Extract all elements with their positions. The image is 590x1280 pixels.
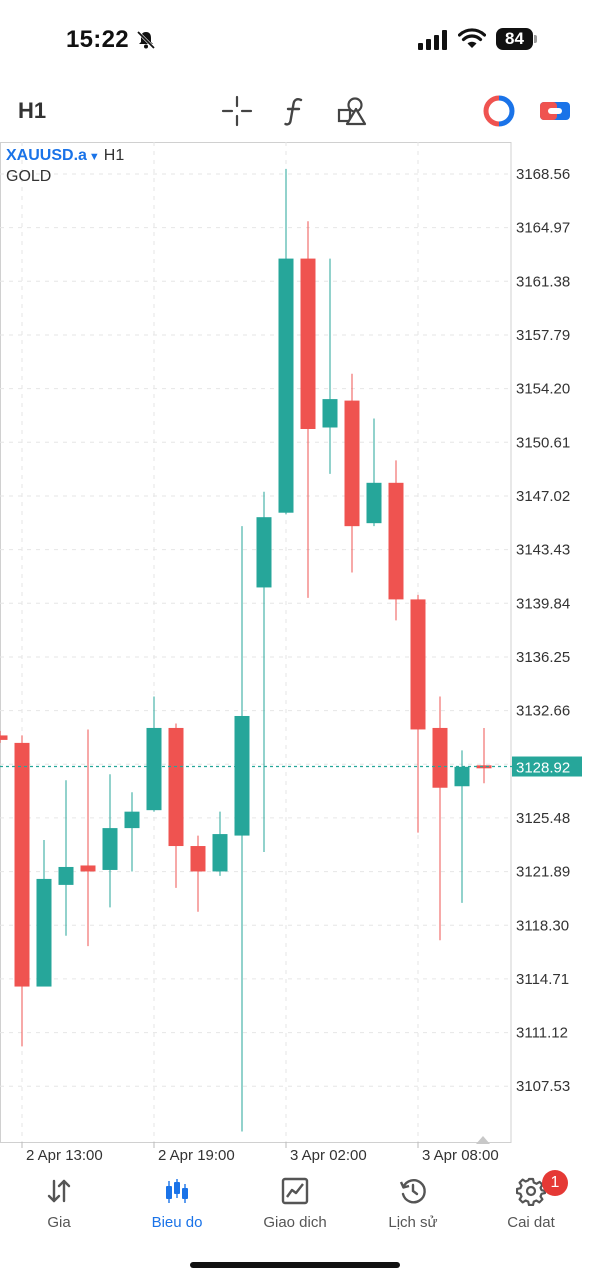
nav-label-lich-su: Lịch sử: [388, 1214, 438, 1231]
candle-bear: [388, 482, 404, 600]
nav-label-gia: Gia: [47, 1214, 71, 1231]
candle-bear: [344, 400, 360, 527]
candle-bear: [300, 258, 316, 429]
price-tick-label: 3147.02: [516, 488, 570, 505]
candle-bull: [278, 258, 294, 513]
price-tick-label: 3111.12: [516, 1025, 568, 1042]
trade-chart-icon: [281, 1177, 309, 1205]
timeframe-button[interactable]: H1: [18, 98, 47, 123]
scroll-end-marker: [476, 1136, 490, 1144]
current-price-label: 3128.92: [516, 760, 570, 777]
candle-bear: [476, 765, 492, 769]
time-axis-label: 3 Apr 02:00: [290, 1147, 367, 1164]
candle-bull: [366, 482, 382, 524]
price-tick-label: 3125.48: [516, 810, 570, 827]
history-icon: [399, 1179, 426, 1204]
price-tick-label: 3139.84: [516, 595, 570, 612]
signal-icon: [418, 30, 447, 50]
candlestick-chart[interactable]: 3168.56 3164.97 3161.38 3157.79 3154.20 3150.…: [0, 142, 590, 1170]
candle-bear: [432, 727, 448, 788]
plot-frame: [0, 142, 512, 1143]
candle-bull: [146, 727, 162, 811]
price-tick-label: 3118.30: [516, 917, 569, 934]
battery-tip: [534, 35, 537, 43]
time-axis-label: 2 Apr 13:00: [26, 1147, 103, 1164]
nav-item-bieu-do[interactable]: Bieu do: [118, 1170, 236, 1250]
price-tick-label: 3150.61: [516, 434, 570, 451]
price-tick-label: 3107.53: [516, 1078, 570, 1095]
symbol-header[interactable]: XAUUSD.a ▼ H1: [6, 147, 124, 165]
candle-bear: [410, 599, 426, 730]
gear-icon: [516, 1177, 546, 1206]
nav-label-bieu-do: Bieu do: [151, 1214, 203, 1231]
home-indicator: [190, 1262, 400, 1268]
battery-level: 84: [496, 28, 533, 50]
candle-bear: [190, 846, 206, 872]
candle-bear: [80, 865, 96, 872]
candle-bear: [0, 735, 8, 740]
price-chart[interactable]: 3168.56 3164.97 3161.38 3157.79 3154.20 3150.…: [0, 142, 590, 1170]
price-tick-label: 3157.79: [516, 327, 570, 344]
wifi-icon: [458, 28, 486, 48]
price-tick-label: 3168.56: [516, 166, 570, 183]
price-tick-label: 3143.43: [516, 542, 570, 559]
price-tick-label: 3164.97: [516, 220, 570, 237]
candle-bull: [212, 834, 228, 872]
price-tick-label: 3154.20: [516, 381, 570, 398]
status-time: 15:22: [66, 26, 129, 53]
symbol-description: GOLD: [6, 168, 52, 185]
price-tick-label: 3114.71: [516, 971, 569, 988]
nav-item-lich-su[interactable]: Lịch sử: [354, 1170, 472, 1250]
candle-bull: [124, 811, 140, 829]
time-axis-label: 2 Apr 19:00: [158, 1147, 235, 1164]
candle-bull: [454, 766, 470, 787]
toggle-icon[interactable]: [538, 94, 572, 128]
arrows-updown-icon: [47, 1179, 71, 1203]
crosshair-icon[interactable]: [220, 94, 254, 128]
nav-item-giao-dich[interactable]: Giao dich: [236, 1170, 354, 1250]
battery-indicator: 84: [496, 28, 538, 50]
price-tick-label: 3136.25: [516, 649, 570, 666]
time-axis-label: 3 Apr 08:00: [422, 1147, 499, 1164]
symbol-name[interactable]: XAUUSD.a: [6, 147, 87, 164]
bottom-navigation: Gia Bieu do Giao dich Lịch sử: [0, 1170, 590, 1250]
candle-bull: [234, 715, 250, 836]
bell-muted-icon: [136, 30, 156, 50]
candle-bull: [36, 878, 52, 987]
indicator-circle-icon[interactable]: [482, 94, 516, 128]
chart-toolbar: H1: [0, 84, 590, 138]
candle-bear: [14, 742, 30, 987]
nav-item-cai-dat[interactable]: 1 Cai dat: [472, 1170, 590, 1250]
notification-badge: 1: [542, 1170, 568, 1196]
shapes-icon[interactable]: [336, 94, 370, 128]
candle-bull: [58, 866, 74, 885]
price-tick-label: 3132.66: [516, 703, 570, 720]
function-icon[interactable]: [278, 94, 312, 128]
nav-label-giao-dich: Giao dich: [263, 1214, 327, 1231]
candle-bull: [322, 399, 338, 428]
status-bar: 15:22 84: [0, 0, 590, 80]
nav-item-gia[interactable]: Gia: [0, 1170, 118, 1250]
current-price-badge: [512, 756, 582, 777]
symbol-dropdown-icon[interactable]: ▼: [88, 151, 100, 163]
price-tick-label: 3121.89: [516, 864, 570, 881]
candle-bull: [256, 517, 272, 588]
candle-bull: [102, 828, 118, 870]
candle-bear: [168, 727, 184, 847]
symbol-timeframe: H1: [103, 147, 125, 164]
candles-icon: [166, 1179, 188, 1203]
price-tick-label: 3161.38: [516, 273, 570, 290]
nav-label-cai-dat: Cai dat: [507, 1214, 555, 1231]
